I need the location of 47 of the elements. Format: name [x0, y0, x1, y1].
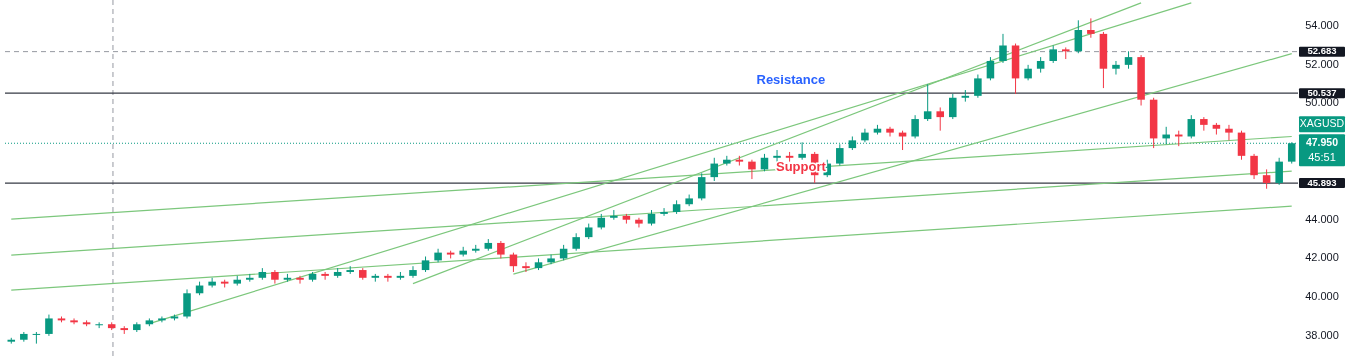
annotation: Resistance	[756, 72, 826, 88]
y-tick-label: 44.000	[1305, 212, 1339, 225]
y-tick-label: 52.000	[1305, 57, 1339, 70]
candlestick	[1112, 60, 1120, 76]
candlestick	[1262, 168, 1271, 190]
text: 45:51	[1308, 151, 1336, 164]
candlestick	[547, 254, 555, 265]
candlestick	[886, 126, 894, 137]
candlestick	[1225, 124, 1233, 141]
candlestick	[773, 149, 781, 163]
candlestick	[974, 74, 982, 99]
y-tick-label: 40.000	[1305, 290, 1339, 303]
ref-line-label: 45.893	[1307, 176, 1337, 188]
ref-line-label: 50.537	[1307, 86, 1337, 98]
candlestick	[296, 275, 304, 285]
candlestick	[45, 314, 53, 337]
candlestick	[70, 317, 78, 325]
y-tick-label: 38.000	[1305, 328, 1339, 341]
candlestick	[208, 277, 216, 288]
candlestick	[923, 83, 932, 122]
ref-line-label: 47.950	[1305, 136, 1339, 149]
candlestick	[158, 316, 166, 323]
candlestick	[183, 288, 191, 319]
ref-line-label: 52.683	[1307, 45, 1337, 57]
candlestick	[635, 217, 643, 228]
candlestick	[1074, 19, 1083, 54]
candlestick	[949, 93, 957, 120]
candlestick	[999, 33, 1007, 64]
candlestick	[1275, 157, 1283, 186]
candlestick	[1187, 114, 1196, 139]
candlestick	[522, 261, 530, 273]
y-tick-label: 42.000	[1305, 251, 1339, 264]
candlestick	[384, 273, 392, 283]
candlestick	[409, 265, 417, 279]
text: XAGUSD	[1299, 117, 1345, 130]
candlestick	[1250, 153, 1258, 180]
candlestick	[986, 56, 995, 81]
candlestick	[936, 106, 944, 132]
candlestick	[697, 172, 706, 201]
candlestick	[1087, 17, 1095, 39]
candlestick	[748, 159, 756, 180]
y-tick-label: 50.000	[1305, 96, 1339, 109]
candlestick	[911, 114, 919, 139]
y-tick-label: 54.000	[1305, 19, 1339, 32]
candlestick	[660, 207, 668, 217]
candlestick	[1237, 130, 1246, 161]
candlestick	[321, 271, 329, 281]
